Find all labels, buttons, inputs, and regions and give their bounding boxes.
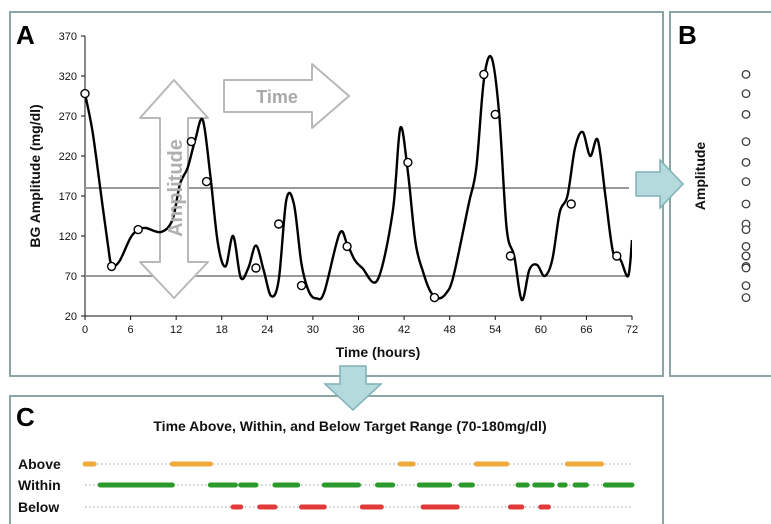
bg-sample-point [296,280,307,291]
panel-b-letter: B [678,20,697,50]
panel-c-title: Time Above, Within, and Below Target Ran… [153,418,546,434]
bg-sample-point [342,241,352,252]
time-arrow-icon [223,63,350,129]
x-tick-label: 72 [626,324,638,336]
time-label: Time [256,87,298,107]
y-tick-label: 370 [59,31,77,43]
panel-b-frame [669,11,771,377]
bg-sample-point [186,136,197,147]
x-tick-label: 48 [444,324,456,336]
amplitude-distribution [741,69,751,303]
amplitude-point [741,199,751,209]
bg-sample-point [251,263,261,273]
range-row-label: Within [18,477,61,493]
amplitude-point [741,69,751,79]
x-tick-label: 6 [128,324,134,336]
x-tick-label: 18 [216,324,228,336]
amplitude-point [741,281,751,291]
bg-sample-markers [80,69,622,303]
bg-sample-point [106,261,117,272]
y-tick-label: 120 [59,231,77,243]
y-tick-label: 220 [59,151,77,163]
bg-sample-point [566,199,576,209]
y-tick-label: 270 [59,111,77,123]
x-tick-label: 66 [580,324,592,336]
bg-sample-point [505,251,516,261]
amplitude-point [741,157,751,167]
bg-sample-point [133,224,143,235]
x-tick-label: 0 [82,324,88,336]
amplitude-point [741,263,751,273]
amplitude-point [741,241,751,251]
bg-sample-point [403,157,413,168]
range-row-label: Below [18,499,59,515]
panel-b-axis-title: Amplitude [692,142,708,211]
bg-sample-point [429,292,440,303]
amplitude-point [741,109,751,119]
x-tick-label: 30 [307,324,319,336]
panel-c-frame [9,395,664,524]
amplitude-point [741,293,751,303]
y-axis-title: BG Amplitude (mg/dl) [27,104,43,247]
amplitude-point [741,225,751,235]
x-axis-title: Time (hours) [336,344,421,360]
amplitude-point [741,177,751,187]
connector-arrow-right-icon [635,158,685,210]
connector-arrow-down-icon [323,365,383,412]
x-tick-label: 24 [261,324,273,336]
amplitude-point [741,251,751,261]
y-tick-label: 20 [65,311,77,323]
y-tick-labels: 20 70 120 170 220 270 320 370 [59,31,85,323]
bg-series-line [85,55,632,302]
amplitude-point [741,89,751,98]
panel-a-frame [9,11,664,377]
bg-sample-point [80,88,90,99]
x-tick-labels: 0 6 12 18 24 30 36 42 48 54 60 66 72 [82,316,638,336]
bg-sample-point [612,251,622,261]
range-timeline: Above Within Below [18,456,635,515]
bg-sample-point [479,69,489,80]
y-tick-label: 70 [65,271,77,283]
panel-a-letter: A [16,20,35,50]
y-tick-label: 170 [59,191,77,203]
amplitude-arrow-icon [139,79,209,299]
bg-sample-point [201,176,212,187]
panel-c-letter: C [16,402,35,432]
x-tick-label: 54 [489,324,501,336]
x-tick-label: 42 [398,324,410,336]
bg-sample-point [274,219,284,229]
range-row-label: Above [18,456,61,472]
x-tick-label: 60 [535,324,547,336]
amplitude-label: Amplitude [165,139,187,237]
x-tick-label: 36 [352,324,364,336]
x-tick-label: 12 [170,324,182,336]
y-tick-label: 320 [59,71,77,83]
bg-sample-point [490,109,500,120]
amplitude-point [741,137,751,147]
